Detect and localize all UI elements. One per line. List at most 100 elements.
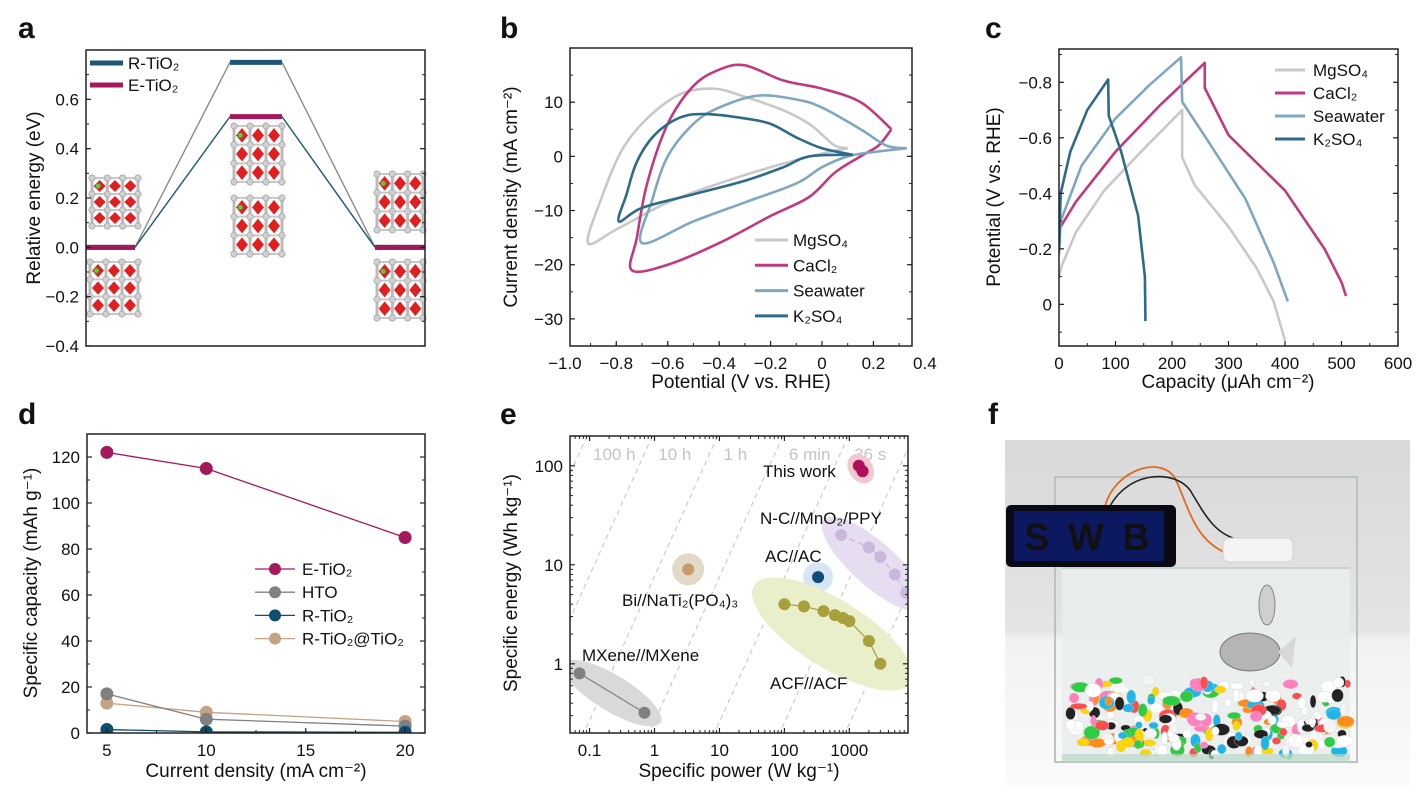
energy-connector [134, 116, 231, 248]
y-tick-label: 10 [544, 93, 563, 112]
data-point [100, 696, 114, 710]
pebble [1287, 734, 1295, 747]
pebble [1103, 738, 1115, 745]
oxygen-atom [236, 218, 248, 234]
titanium-atom [373, 170, 381, 178]
data-point [900, 586, 908, 599]
pebble [1297, 696, 1307, 710]
pebble [1137, 703, 1148, 717]
oxygen-atom [236, 165, 248, 180]
pebble [1144, 728, 1158, 739]
group-label: This work [763, 462, 836, 481]
legend-label: R-TiO₂ [302, 606, 353, 625]
plot-frame [569, 47, 913, 347]
titanium-atom [404, 189, 412, 197]
x-tick-label: 0.1 [578, 741, 602, 760]
titanium-atom [373, 295, 381, 303]
y-tick-label: −0.4 [45, 337, 79, 356]
panel-d-chart: E-TiO₂ HTO R-TiO₂ R-TiO₂@TiO₂ 0 20 40 60 80 100 12… [21, 433, 426, 782]
panel-label-f: f [988, 398, 999, 431]
pebble [1189, 678, 1197, 689]
legend-label: Seawater [1313, 107, 1385, 126]
titanium-atom [118, 293, 126, 301]
titanium-atom [230, 159, 238, 167]
y-axis-label: Specific capacity (mAh g⁻¹) [21, 468, 42, 699]
titanium-atom [246, 231, 254, 239]
titanium-atom [262, 231, 270, 239]
data-point [682, 563, 695, 576]
y-tick-label: 120 [52, 448, 80, 467]
titanium-atom [246, 159, 254, 167]
titanium-atom [102, 293, 110, 301]
titanium-atom [246, 213, 254, 221]
oxygen-atom [378, 282, 391, 298]
oxygen-atom [93, 196, 106, 208]
x-tick-label: 10 [710, 741, 729, 760]
titanium-atom [262, 178, 270, 186]
y-tick-label: −30 [534, 310, 563, 329]
y-tick-label: 0.0 [55, 238, 79, 257]
y-tick-label: 60 [61, 586, 80, 605]
titanium-atom [373, 277, 381, 285]
oxygen-atom [268, 165, 280, 180]
y-tick-label: 0.4 [55, 140, 79, 159]
titanium-atom [373, 226, 381, 234]
oxygen-atom [109, 180, 121, 192]
titanium-atom [230, 231, 238, 239]
pebble [1070, 703, 1088, 710]
oxygen-atom [378, 213, 391, 228]
titanium-atom [373, 189, 381, 197]
titanium-atom [278, 250, 286, 258]
ticks: 1 10 100 0.1 1 10 100 1000 [535, 436, 908, 760]
x-tick-label: 100 [1101, 354, 1129, 373]
titanium-atom [373, 258, 381, 266]
oxygen-atom [108, 264, 120, 278]
oxygen-atom [394, 194, 406, 210]
oxygen-atom [109, 196, 121, 208]
titanium-atom [102, 258, 110, 266]
y-tick-label: 10 [544, 556, 563, 575]
time-line [779, 446, 908, 733]
x-axis-label: Specific power (W kg⁻¹) [638, 761, 839, 782]
pebble [1211, 726, 1220, 736]
oxygen-atom [92, 298, 104, 312]
series-E-TiO₂: E-TiO₂ [86, 76, 425, 250]
y-tick-label: −0.2 [1018, 240, 1052, 259]
oxygen-atom [92, 281, 104, 295]
x-tick-label: −0.6 [651, 354, 685, 373]
pebble [1305, 741, 1313, 748]
orange-wire [1104, 466, 1236, 557]
x-tick-label: 500 [1327, 354, 1355, 373]
legend-label: HTO [302, 583, 338, 602]
group-label: N-C//MnO₂/PPY [760, 509, 882, 528]
pebble [1260, 736, 1270, 751]
data-point [812, 571, 825, 584]
y-tick-label: 80 [61, 540, 80, 559]
titanium-atom [230, 178, 238, 186]
oxygen-atom [409, 282, 422, 298]
group-N-C//MnO₂/PPY [821, 516, 908, 612]
oxygen-atom [124, 180, 137, 192]
pebble [1065, 719, 1077, 731]
titanium-atom [134, 206, 142, 214]
pebble [1265, 689, 1281, 703]
y-tick-label: 1 [554, 655, 563, 674]
group-MXene//MXene [570, 659, 662, 727]
fish-tail [1278, 636, 1296, 668]
series-line-HTO [106, 693, 406, 727]
fish-body [1219, 632, 1281, 672]
oxygen-atom [409, 213, 422, 228]
x-tick-label: 400 [1271, 354, 1299, 373]
titanium-atom [230, 213, 238, 221]
y-axis-label: Current density (mA cm⁻²) [501, 86, 522, 307]
titanium-atom [230, 122, 238, 130]
titanium-atom [278, 178, 286, 186]
legend-label: K₂SO₄ [1313, 130, 1363, 149]
pebble [1084, 683, 1102, 698]
data-point [888, 568, 901, 581]
y-tick-label: 0 [554, 147, 563, 166]
y-tick-label: 40 [61, 632, 80, 651]
x-tick-label: 20 [396, 741, 415, 760]
pebble [1324, 736, 1336, 748]
